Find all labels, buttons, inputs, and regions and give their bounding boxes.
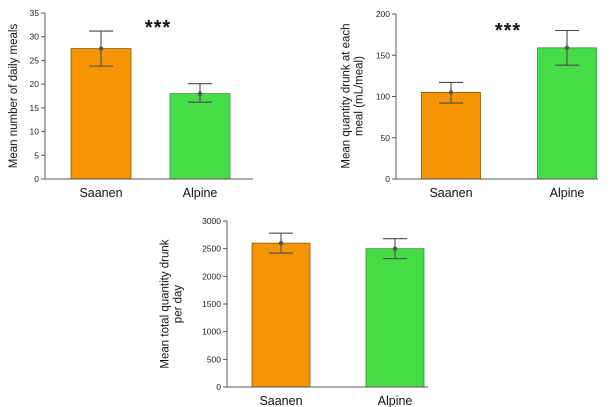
- mean-point: [564, 45, 570, 51]
- x-category-label-saanen: Saanen: [259, 394, 302, 407]
- y-tick-label: 0: [34, 174, 39, 184]
- chart-panel-daily-meals: 0 5 10 15 20 25 30 35 Saanen Alpine Mean number of…: [8, 8, 253, 200]
- x-category-label-alpine: Alpine: [183, 186, 218, 200]
- y-tick-label: 1500: [202, 299, 221, 309]
- y-tick-label: 0: [216, 382, 221, 392]
- y-tick-label: 100: [376, 92, 390, 102]
- significance-marker: ***: [495, 20, 521, 42]
- y-axis-title-line: per day: [173, 285, 185, 324]
- y-axis-title: Mean quantity drunk at eachmeal (mL/meal…: [341, 23, 366, 168]
- y-tick-label: 150: [376, 50, 390, 60]
- y-axis-title-line: Mean total quantity drunk: [160, 239, 172, 368]
- y-axis-title: Mean number of daily meals: [8, 24, 20, 169]
- chart-panel-quantity-per-meal: 0 50 100 150 200 Saanen Alpine Mean quantity dr…: [341, 9, 598, 200]
- y-tick-label: 5: [34, 150, 39, 160]
- mean-point: [98, 46, 104, 51]
- x-category-label-saanen: Saanen: [79, 186, 122, 200]
- y-tick-label: 20: [30, 79, 40, 89]
- y-axis-title-line: Mean number of daily meals: [8, 24, 20, 169]
- y-tick-label: 0: [385, 174, 390, 184]
- bar-alpine: [365, 248, 425, 388]
- y-tick-label: 15: [30, 103, 40, 113]
- y-axis-title-line: Mean quantity drunk at each: [341, 23, 353, 168]
- bar-saanen: [421, 92, 481, 180]
- y-axis-title: Mean total quantity drunkper day: [160, 239, 185, 368]
- bar-saanen: [70, 48, 132, 180]
- y-tick-label: 2000: [202, 271, 221, 281]
- mean-point: [448, 90, 454, 95]
- y-tick-label: 2500: [202, 244, 221, 254]
- x-category-label-saanen: Saanen: [429, 186, 472, 200]
- y-axis-title-line: meal (mL/meal): [354, 56, 366, 136]
- chart-panel-total-per-day: 0 500 1000 1500 2000 2500 3000 Saanen Alpine Mean…: [160, 216, 428, 407]
- y-tick-label: 10: [30, 127, 40, 137]
- x-category-label-alpine: Alpine: [550, 186, 585, 200]
- y-tick-label: 50: [381, 133, 391, 143]
- y-tick-label: 30: [30, 32, 40, 42]
- significance-marker: ***: [145, 17, 171, 39]
- y-tick-label: 500: [207, 354, 221, 364]
- y-tick-label: 1000: [202, 327, 221, 337]
- y-tick-label: 25: [30, 55, 40, 65]
- mean-point: [278, 240, 284, 246]
- bar-alpine: [169, 93, 231, 180]
- y-tick-label: 3000: [202, 216, 221, 226]
- y-tick-label: 200: [376, 9, 390, 19]
- x-category-label-alpine: Alpine: [378, 394, 413, 407]
- mean-point: [197, 91, 203, 96]
- mean-point: [392, 246, 398, 251]
- y-tick-label: 35: [30, 8, 40, 18]
- bar-saanen: [251, 242, 311, 388]
- bar-alpine: [537, 47, 597, 180]
